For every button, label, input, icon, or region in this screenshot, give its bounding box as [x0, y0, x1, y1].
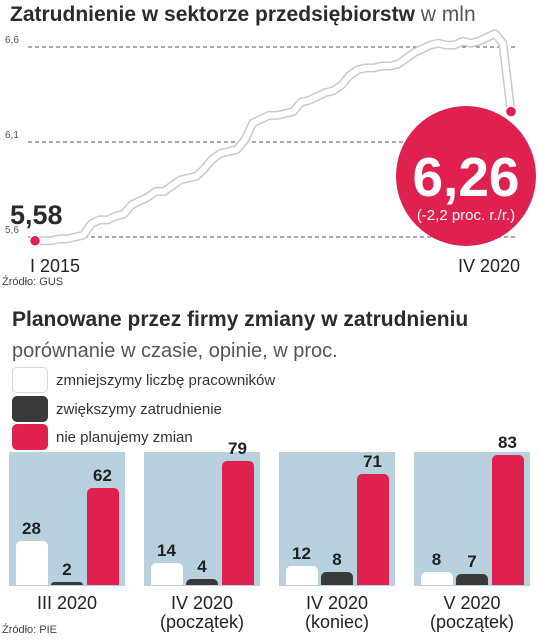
start-point	[28, 234, 42, 248]
category-label: V 2020 (początek)	[404, 594, 539, 632]
legend-label: nie planujemy zmian	[56, 428, 193, 446]
bar	[221, 461, 254, 585]
bar	[491, 455, 524, 585]
legend-item-no-change: nie planujemy zmian	[12, 424, 193, 450]
bar	[150, 563, 183, 585]
bar	[420, 572, 453, 585]
category-label: IV 2020 (koniec)	[269, 594, 405, 632]
category-label-line: IV 2020	[305, 593, 369, 613]
source-gus: Źródło: GUS	[2, 276, 64, 288]
bar	[456, 574, 488, 585]
bar-value-label: 62	[93, 465, 112, 485]
category-label-line: (koniec)	[304, 612, 370, 632]
bar	[51, 581, 83, 585]
bar-value-label: 14	[157, 541, 176, 561]
category-label: IV 2020 (początek)	[134, 594, 270, 632]
line-chart-unit: w mln	[420, 3, 476, 26]
start-value-label: 5,58	[10, 200, 63, 230]
legend-swatch-red	[12, 424, 48, 450]
bar	[356, 473, 389, 585]
bar-chart-subtitle: porównanie w czasie, opinie, w proc.	[12, 340, 338, 362]
y-tick-label: 6,1	[5, 130, 19, 141]
bar-value-label: 12	[292, 544, 311, 564]
bar-value-label: 28	[22, 519, 41, 539]
bar	[86, 487, 119, 585]
category-label: III 2020	[0, 594, 135, 613]
x-start-label: I 2015	[30, 256, 80, 276]
end-point	[504, 105, 518, 118]
legend-label: zwiększymy zatrudnienie	[56, 400, 222, 418]
category-label-line: IV 2020	[170, 593, 234, 613]
bar	[186, 578, 218, 585]
series-line	[32, 30, 514, 244]
bar	[321, 572, 353, 585]
bar-value-label: 8	[332, 550, 342, 570]
legend-item-increase: zwiększymy zatrudnienie	[12, 396, 222, 422]
bar-value-label: 8	[431, 550, 442, 570]
y-tick-label: 6,6	[5, 35, 19, 46]
bar-value-label: 4	[197, 556, 207, 576]
bar-value-label: 83	[498, 433, 517, 452]
bar	[15, 541, 48, 585]
end-value-bubble	[396, 106, 536, 246]
end-value-label: 6,26	[412, 146, 519, 208]
category-label-line: V 2020	[443, 593, 501, 613]
category-label-line: (początek)	[429, 612, 515, 632]
line-chart: 6,6 6,1 5,6 6,26 (-2,2 proc. r./r.) 5,58…	[5, 29, 536, 276]
source-pie: Źródło: PIE	[2, 624, 58, 636]
legend-swatch-dark	[12, 396, 48, 422]
line-chart-title: Zatrudnienie w sektorze przedsiębiorstw …	[10, 3, 476, 26]
category-label-line: (początek)	[159, 612, 245, 632]
y-tick-label: 5,6	[5, 225, 19, 236]
legend-swatch-white	[12, 367, 48, 393]
legend-label: zmniejszymy liczbę pracowników	[56, 371, 276, 389]
end-change-label: (-2,2 proc. r./r.)	[417, 207, 515, 224]
bar-value-label: 79	[228, 439, 247, 459]
legend-item-decrease: zmniejszymy liczbę pracowników	[12, 367, 275, 393]
bar-value-label: 2	[62, 559, 72, 579]
bar-chart-title: Planowane przez firmy zmiany w zatrudnie…	[12, 308, 469, 331]
bar-value-label: 71	[363, 451, 382, 471]
bar	[285, 566, 318, 585]
x-end-label: IV 2020	[458, 256, 520, 276]
category-label-line: III 2020	[36, 593, 98, 613]
bar-value-label: 7	[467, 552, 477, 572]
